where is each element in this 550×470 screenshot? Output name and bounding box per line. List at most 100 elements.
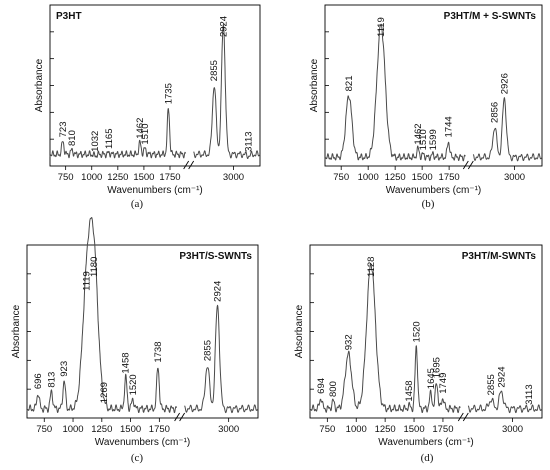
panel-1: 750 1000 1250 1500 1750 3000 Wavenumbers (cm⁻¹…	[309, 4, 543, 210]
axis-break-mark	[462, 160, 469, 170]
x-tick-label: 3000	[502, 424, 523, 435]
x-axis-label: Wavenumbers (cm⁻¹)	[95, 437, 190, 448]
peak-label: 932	[343, 334, 354, 350]
x-tick-label: 1500	[133, 172, 154, 183]
peak-label: 1032	[90, 131, 101, 152]
peak-label: 3113	[244, 131, 255, 151]
peak-label: 1520	[128, 374, 139, 395]
x-tick-label: 750	[58, 172, 74, 183]
peak-label: 1599	[428, 129, 439, 150]
peak-label: 1510	[140, 124, 151, 145]
peak-label: 1458	[121, 352, 132, 373]
peak-label: 1645	[426, 368, 437, 389]
peak-label: 694	[316, 378, 327, 394]
peak-label: 1738	[153, 341, 164, 362]
chart-title: P3HT/M + S-SWNTs	[444, 11, 537, 22]
axis-break-mark	[183, 160, 190, 170]
peak-label: 1520	[411, 321, 422, 342]
x-tick-label: 3000	[218, 424, 239, 435]
chart-title: P3HT/M-SWNTs	[462, 251, 537, 262]
peak-label: 2855	[486, 374, 497, 395]
x-tick-label: 1250	[91, 424, 112, 435]
x-axis-label: Wavenumbers (cm⁻¹)	[107, 185, 202, 196]
peak-label: 1165	[104, 129, 115, 149]
peak-label: 1458	[404, 380, 415, 401]
spectrum-line-low	[309, 263, 461, 414]
y-axis-label: Absorbance	[294, 304, 305, 358]
peak-label: 810	[67, 130, 78, 146]
spectrum-line-high	[467, 390, 543, 414]
peak-label: 1462	[135, 118, 146, 139]
peak-label: 2855	[202, 340, 213, 361]
peak-label: 813	[47, 372, 58, 388]
spectrum-line-low	[324, 23, 466, 162]
y-axis-label: Absorbance	[309, 58, 320, 112]
panel-caption: (c)	[131, 452, 144, 464]
peak-label: 2855	[209, 60, 220, 81]
axis-break-mark	[174, 412, 180, 422]
spectrum-line-low	[49, 108, 187, 159]
panel-caption: (d)	[421, 452, 434, 464]
plot-frame	[309, 244, 543, 419]
x-tick-label: 1000	[62, 424, 83, 435]
x-tick-label: 1500	[412, 172, 433, 183]
panel-3: 750 1000 1250 1500 1750 3000 Wavenumbers (cm⁻¹…	[294, 244, 543, 464]
peak-label: 3113	[524, 384, 535, 404]
x-tick-label: 1750	[149, 424, 170, 435]
x-axis-label: Wavenumbers (cm⁻¹)	[386, 185, 481, 196]
x-tick-label: 1000	[81, 172, 102, 183]
plot-frame	[26, 244, 259, 419]
x-tick-label: 3000	[504, 172, 525, 183]
x-tick-label: 1250	[385, 172, 406, 183]
peak-label: 2924	[496, 366, 507, 387]
x-axis-label: Wavenumbers (cm⁻¹)	[378, 437, 473, 448]
x-tick-label: 1000	[346, 424, 367, 435]
x-tick-label: 1250	[375, 424, 396, 435]
peak-label: 1749	[438, 373, 449, 394]
spectrum-line-high	[184, 304, 259, 414]
x-tick-label: 1000	[358, 172, 379, 183]
peak-label: 1180	[89, 257, 100, 277]
axis-break-mark	[462, 412, 469, 422]
chart-title: P3HT	[56, 11, 82, 22]
peak-label: 723	[58, 122, 69, 138]
peak-label: 1269	[99, 382, 110, 403]
peak-label: 923	[59, 361, 70, 377]
x-tick-label: 750	[36, 424, 52, 435]
x-tick-label: 1500	[403, 424, 424, 435]
x-tick-label: 3000	[223, 172, 244, 183]
axis-break-mark	[179, 412, 185, 422]
axis-break-mark	[467, 160, 474, 170]
spectrum-line-low	[26, 217, 178, 414]
x-tick-label: 750	[333, 172, 349, 183]
peak-label: 1744	[444, 116, 455, 137]
axis-break-mark	[188, 160, 195, 170]
axis-break-mark	[457, 412, 464, 422]
peak-label: 2924	[218, 16, 229, 37]
peak-label: 821	[344, 75, 355, 91]
peak-label: 1695	[432, 357, 443, 378]
peak-label: 1119	[82, 271, 93, 291]
y-axis-label: Absorbance	[11, 304, 22, 358]
spectrum-line-high	[472, 97, 543, 162]
peak-label: 2926	[499, 73, 510, 94]
peak-label: 1119	[376, 17, 387, 37]
panel-caption: (a)	[131, 198, 144, 210]
x-tick-label: 1750	[432, 424, 453, 435]
x-tick-label: 1500	[120, 424, 141, 435]
spectrum-line-high	[193, 23, 261, 159]
panel-caption: (b)	[422, 198, 435, 210]
peak-label: 800	[328, 381, 339, 397]
peak-label: 1128	[366, 257, 377, 277]
peak-label: 1462	[413, 123, 424, 144]
x-tick-label: 1750	[439, 172, 460, 183]
peak-label: 2924	[213, 281, 224, 302]
y-axis-label: Absorbance	[34, 58, 45, 112]
peak-label: 1735	[163, 83, 174, 104]
x-tick-label: 750	[319, 424, 335, 435]
panel-0: 750 1000 1250 1500 1750 3000 Wavenumbers (cm⁻¹…	[34, 4, 261, 210]
chart-title: P3HT/S-SWNTs	[179, 251, 252, 262]
peak-label: 2856	[490, 102, 501, 123]
panel-2: 750 1000 1250 1500 1750 3000 Wavenumbers (cm⁻¹…	[11, 217, 259, 464]
